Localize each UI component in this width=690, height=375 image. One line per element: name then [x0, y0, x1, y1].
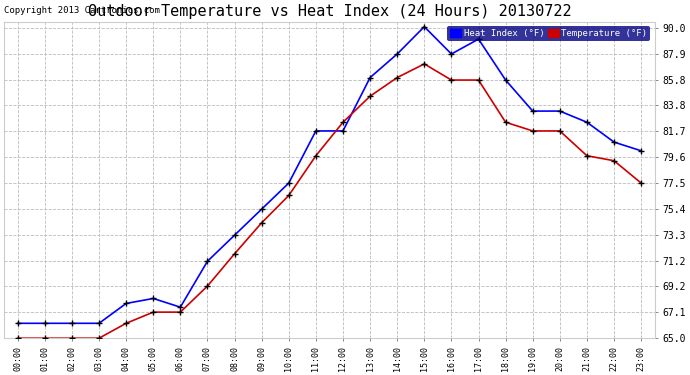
Text: Copyright 2013 Cartronics.com: Copyright 2013 Cartronics.com	[4, 6, 160, 15]
Legend: Heat Index (°F), Temperature (°F): Heat Index (°F), Temperature (°F)	[447, 26, 650, 40]
Title: Outdoor Temperature vs Heat Index (24 Hours) 20130722: Outdoor Temperature vs Heat Index (24 Ho…	[88, 4, 571, 19]
